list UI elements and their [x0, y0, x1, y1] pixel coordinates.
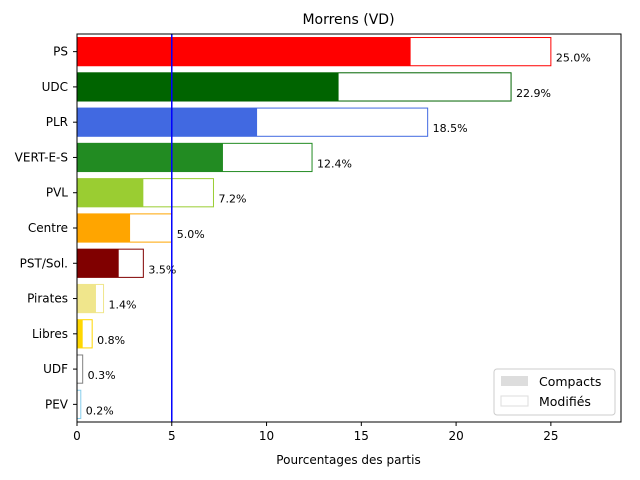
y-tick-label: UDF [43, 362, 68, 376]
legend-swatch [501, 376, 528, 386]
x-axis-label: Pourcentages des partis [276, 453, 420, 467]
bar-value-label: 7.2% [218, 193, 246, 206]
bar-compacts [77, 249, 119, 278]
y-tick-label: PLR [46, 115, 68, 129]
y-tick-label: PS [53, 45, 68, 59]
chart-title: Morrens (VD) [302, 12, 394, 28]
y-tick-label: Libres [32, 327, 68, 341]
y-tick-label: Pirates [27, 292, 68, 306]
x-axis-ticks: 0 5 10 15 20 25 [73, 422, 559, 443]
bar-value-label: 5.0% [177, 228, 205, 241]
bar-value-label: 12.4% [317, 157, 352, 170]
y-axis-ticks: PS UDC PLR VERT-E-S PVL Centre PST/Sol. Pirates… [15, 45, 77, 411]
bar-compacts [77, 178, 144, 207]
legend-label: Modifiés [539, 394, 591, 409]
bar-value-label: 0.3% [88, 369, 116, 382]
bar-value-label: 25.0% [556, 52, 591, 65]
bar-compacts [77, 37, 411, 66]
bar-compacts [77, 213, 131, 243]
bar-compacts [77, 72, 339, 102]
x-tick-label: 20 [448, 429, 463, 443]
bar-value-label: 3.5% [148, 263, 176, 276]
legend: Compacts Modifiés [493, 368, 616, 416]
y-tick-label: PST/Sol. [20, 256, 68, 270]
legend-swatch [500, 395, 529, 407]
bar-value-label: 0.2% [86, 404, 114, 417]
plot-frame [76, 33, 622, 423]
y-tick-label: VERT-E-S [15, 150, 68, 164]
bar-compacts [77, 319, 83, 348]
y-tick-label: UDC [42, 80, 68, 94]
y-tick-label: PEV [45, 397, 69, 411]
x-tick-label: 0 [73, 429, 81, 443]
bar-modifies [76, 354, 84, 384]
y-tick-label: PVL [46, 186, 68, 200]
bar-compacts [77, 108, 258, 137]
bars: 25.0% 22.9% 18.5% 12.4% 7.2% 5.0% 3.5% 1.4% 0.8%… [76, 37, 591, 419]
bar-value-label: 18.5% [433, 122, 468, 135]
bar-value-label: 0.8% [97, 334, 125, 347]
bar-modifies [76, 389, 82, 419]
bar-value-label: 1.4% [109, 299, 137, 312]
legend-label: Compacts [539, 374, 601, 389]
bar-compacts [77, 284, 96, 313]
bar-value-label: 22.9% [516, 87, 551, 100]
bar-compacts [77, 143, 223, 172]
x-tick-label: 10 [259, 429, 274, 443]
x-tick-label: 5 [168, 429, 176, 443]
x-tick-label: 15 [354, 429, 369, 443]
y-tick-label: Centre [28, 221, 68, 235]
x-tick-label: 25 [543, 429, 558, 443]
